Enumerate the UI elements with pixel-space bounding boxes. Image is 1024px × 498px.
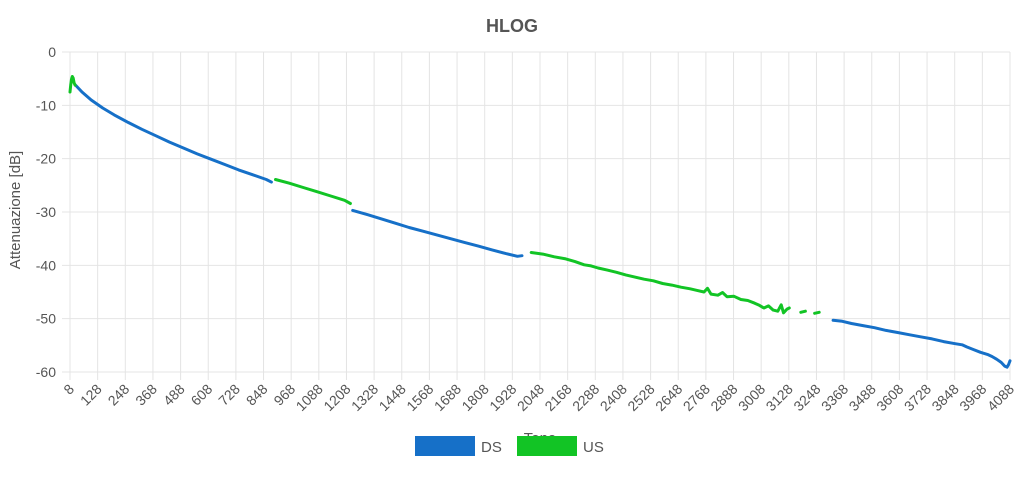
legend-item-us[interactable]: US xyxy=(517,436,604,456)
x-tick-label: 488 xyxy=(160,381,188,409)
legend-swatch-ds xyxy=(415,436,475,456)
series-line-ds xyxy=(351,208,524,258)
x-tick-label: 608 xyxy=(188,381,216,409)
series-line-us xyxy=(529,251,791,315)
x-tick-label: 1208 xyxy=(320,381,353,414)
series-line-ds xyxy=(74,83,273,184)
x-tick-label: 4088 xyxy=(984,381,1017,414)
series-line-us xyxy=(274,178,352,205)
x-tick-label: 3968 xyxy=(956,381,989,414)
x-tick-label: 1328 xyxy=(348,381,381,414)
x-tick-label: 2888 xyxy=(707,381,740,414)
x-tick-label: 848 xyxy=(243,381,271,409)
legend: DS US xyxy=(415,436,604,456)
x-tick-label: 368 xyxy=(132,381,160,409)
x-tick-label: 1688 xyxy=(431,381,464,414)
y-axis-ticks: 0 -10 -20 -30 -40 -50 -60 xyxy=(36,44,56,380)
series-line-ds xyxy=(831,318,1012,369)
y-tick-label: -60 xyxy=(36,364,56,380)
x-tick-label: 3248 xyxy=(790,381,823,414)
y-tick-label: -20 xyxy=(36,151,56,167)
x-tick-label: 1448 xyxy=(376,381,409,414)
x-tick-label: 3368 xyxy=(818,381,851,414)
legend-label-ds: DS xyxy=(481,439,502,456)
x-tick-label: 1088 xyxy=(293,381,326,414)
series-line-us xyxy=(799,309,807,314)
legend-label-us: US xyxy=(583,439,604,456)
y-tick-label: -30 xyxy=(36,204,56,220)
y-tick-label: -40 xyxy=(36,257,56,273)
x-tick-label: 2648 xyxy=(652,381,685,414)
y-tick-label: -10 xyxy=(36,97,56,113)
x-tick-label: 1928 xyxy=(486,381,519,414)
series-line-us xyxy=(813,310,821,315)
series-line-us xyxy=(68,75,77,94)
x-tick-label: 3488 xyxy=(846,381,879,414)
x-tick-label: 1568 xyxy=(403,381,436,414)
x-tick-label: 3128 xyxy=(763,381,796,414)
legend-item-ds[interactable]: DS xyxy=(415,436,502,456)
x-tick-label: 2288 xyxy=(569,381,602,414)
legend-swatch-us xyxy=(517,436,577,456)
x-tick-label: 3008 xyxy=(735,381,768,414)
x-tick-label: 3848 xyxy=(928,381,961,414)
series-lines xyxy=(68,75,1012,369)
x-tick-label: 3608 xyxy=(873,381,906,414)
y-tick-label: -50 xyxy=(36,311,56,327)
x-tick-label: 2168 xyxy=(541,381,574,414)
x-tick-label: 728 xyxy=(215,381,243,409)
grid xyxy=(62,51,1011,380)
chart-title: HLOG xyxy=(486,16,538,36)
x-tick-label: 248 xyxy=(105,381,133,409)
y-tick-label: 0 xyxy=(48,44,56,60)
x-axis-ticks: 8 128 248 368 488 608 728 848 968108812081328144… xyxy=(60,381,1017,414)
x-tick-label: 2048 xyxy=(514,381,547,414)
x-tick-label: 3728 xyxy=(901,381,934,414)
x-tick-label: 2768 xyxy=(680,381,713,414)
x-tick-label: 2408 xyxy=(597,381,630,414)
x-tick-label: 8 xyxy=(60,381,77,398)
x-tick-label: 1808 xyxy=(458,381,491,414)
x-tick-label: 128 xyxy=(77,381,105,409)
x-tick-label: 2528 xyxy=(624,381,657,414)
y-axis-title: Attenuazione [dB] xyxy=(7,151,24,269)
